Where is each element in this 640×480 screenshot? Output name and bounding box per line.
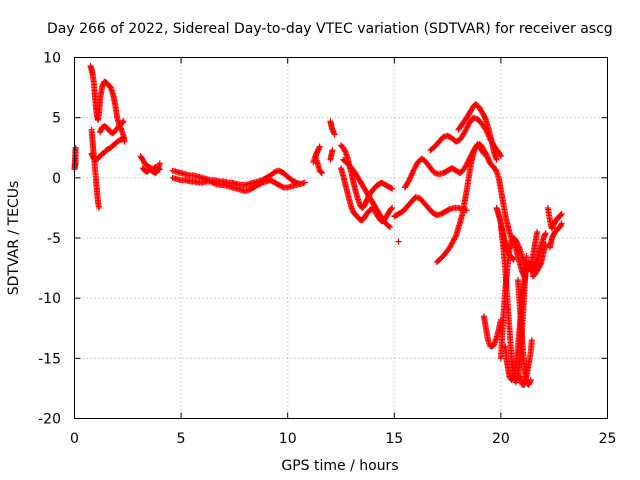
data-point bbox=[121, 138, 128, 145]
y-axis-label: SDTVAR / TECUs bbox=[6, 181, 22, 296]
data-point bbox=[406, 175, 413, 182]
axis-ticks bbox=[74, 57, 608, 419]
data-point bbox=[329, 147, 336, 154]
x-tick-labels: 0 5 10 15 20 25 bbox=[70, 431, 616, 447]
series-t32 bbox=[544, 204, 565, 232]
data-point bbox=[409, 170, 416, 177]
series-t2 bbox=[88, 126, 103, 211]
data-point bbox=[389, 185, 396, 192]
data-point bbox=[493, 156, 500, 163]
series-t1 bbox=[87, 62, 128, 145]
series-t29 bbox=[517, 337, 535, 388]
data-point bbox=[341, 147, 348, 154]
data-point bbox=[388, 185, 395, 192]
data-point bbox=[409, 168, 416, 175]
y-tick-label: 0 bbox=[52, 171, 61, 187]
data-point bbox=[408, 171, 415, 178]
data-point bbox=[542, 230, 549, 237]
data-point bbox=[528, 337, 535, 344]
series-t10 bbox=[312, 153, 325, 177]
data-point bbox=[388, 205, 395, 212]
data-point bbox=[542, 241, 549, 248]
x-tick-label: 0 bbox=[70, 431, 79, 447]
series-t31 bbox=[529, 241, 549, 280]
data-point bbox=[96, 204, 103, 211]
x-tick-label: 20 bbox=[492, 431, 510, 447]
data-point bbox=[509, 374, 516, 381]
data-points bbox=[71, 62, 565, 388]
data-point bbox=[318, 169, 325, 176]
data-point bbox=[527, 376, 534, 383]
x-tick-label: 10 bbox=[279, 431, 297, 447]
series-t4 bbox=[97, 118, 127, 137]
series-t13 bbox=[338, 142, 396, 211]
data-point bbox=[395, 238, 402, 245]
x-tick-label: 15 bbox=[385, 431, 403, 447]
data-point bbox=[492, 167, 499, 174]
series-t16 bbox=[395, 238, 402, 245]
data-point bbox=[316, 143, 323, 150]
data-point bbox=[120, 118, 127, 125]
x-tick-label: 25 bbox=[599, 431, 617, 447]
series-t0 bbox=[71, 144, 79, 173]
series-t30 bbox=[527, 230, 549, 275]
series-t27 bbox=[497, 228, 541, 362]
y-tick-label: 10 bbox=[43, 51, 61, 67]
series-t6 bbox=[139, 160, 163, 177]
y-tick-label: 5 bbox=[52, 111, 61, 127]
data-point bbox=[297, 180, 304, 187]
series-t3 bbox=[88, 135, 127, 163]
series-t33 bbox=[546, 220, 565, 251]
x-tick-label: 5 bbox=[177, 431, 186, 447]
series-t8 bbox=[169, 174, 304, 195]
data-point bbox=[510, 256, 517, 263]
data-point bbox=[387, 224, 394, 231]
series-t11 bbox=[327, 118, 338, 138]
series-t12 bbox=[327, 147, 336, 163]
data-point bbox=[119, 119, 126, 126]
series-t21 bbox=[455, 101, 500, 163]
y-tick-label: -10 bbox=[38, 291, 61, 307]
data-point bbox=[452, 233, 459, 240]
y-tick-label: -15 bbox=[38, 351, 61, 367]
data-point bbox=[497, 151, 504, 158]
data-point bbox=[407, 174, 414, 181]
data-point bbox=[534, 228, 541, 235]
series-t18 bbox=[401, 142, 485, 191]
series-t20 bbox=[433, 141, 487, 266]
series-t17 bbox=[391, 194, 470, 220]
data-point bbox=[385, 223, 392, 230]
chart-title: Day 266 of 2022, Sidereal Day-to-day VTE… bbox=[47, 21, 613, 37]
data-point bbox=[408, 173, 415, 180]
data-point bbox=[331, 131, 338, 138]
data-point bbox=[156, 160, 163, 167]
data-point bbox=[463, 207, 470, 214]
y-tick-label: -20 bbox=[38, 412, 61, 428]
data-point bbox=[389, 204, 396, 211]
data-point bbox=[558, 210, 565, 217]
series-t22 bbox=[476, 141, 528, 280]
y-tick-labels: -20 -15 -10 -5 0 5 10 bbox=[38, 51, 61, 428]
data-point bbox=[318, 170, 325, 177]
data-point bbox=[558, 220, 565, 227]
y-tick-label: -5 bbox=[47, 231, 61, 247]
data-point bbox=[119, 135, 126, 142]
data-point bbox=[120, 135, 127, 142]
data-point bbox=[406, 177, 413, 184]
x-axis-label: GPS time / hours bbox=[281, 458, 398, 474]
data-point bbox=[497, 153, 504, 160]
series-t15 bbox=[340, 156, 394, 231]
data-point bbox=[301, 179, 308, 186]
series-t28 bbox=[514, 277, 534, 388]
